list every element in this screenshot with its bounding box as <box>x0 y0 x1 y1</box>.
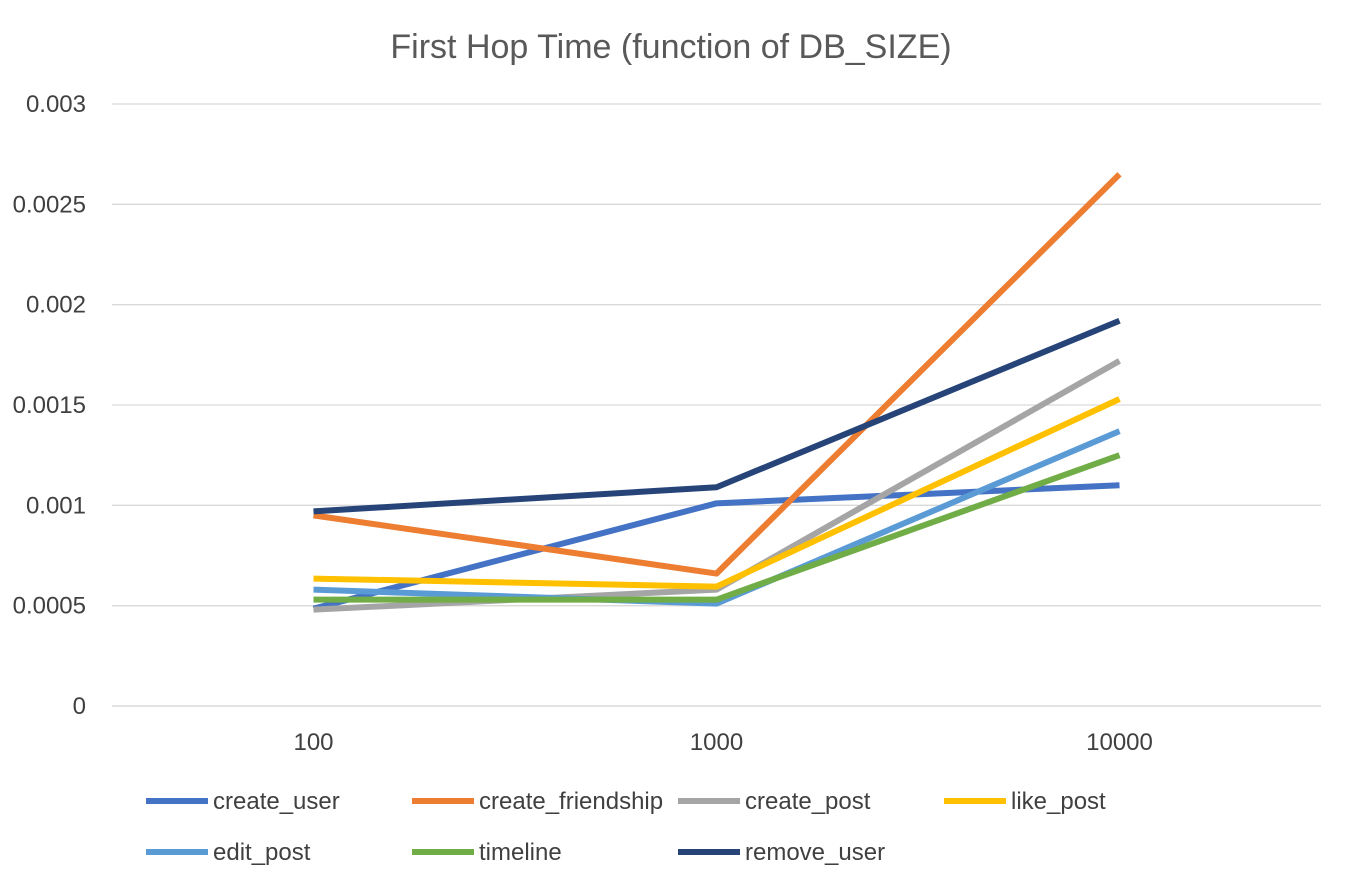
legend-item-edit-post: edit_post <box>146 839 311 866</box>
series-line-create-friendship <box>313 172 1122 577</box>
legend-label: like_post <box>1011 788 1106 815</box>
legend-item-remove-user: remove_user <box>678 839 885 866</box>
y-axis-ticks: 0 0.0005 0.001 0.0015 0.002 0.0025 0.003 <box>13 91 86 720</box>
series-line-timeline <box>313 452 1121 603</box>
legend-item-create-post: create_post <box>678 788 871 815</box>
gridlines <box>112 103 1321 707</box>
y-tick-label: 0.003 <box>26 91 86 118</box>
legend-label: timeline <box>479 839 562 866</box>
y-tick-label: 0.001 <box>26 492 86 519</box>
y-tick-label: 0.002 <box>26 292 86 319</box>
legend-item-timeline: timeline <box>412 839 562 866</box>
y-tick-label: 0.0015 <box>13 392 86 419</box>
legend-item-create-friendship: create_friendship <box>412 788 663 815</box>
legend: create_user create_friendship create_post l… <box>146 788 1106 866</box>
chart-title: First Hop Time (function of DB_SIZE) <box>390 28 951 66</box>
legend-label: create_post <box>745 788 871 815</box>
legend-item-like-post: like_post <box>944 788 1106 815</box>
x-tick-label: 1000 <box>690 729 743 756</box>
y-tick-label: 0 <box>73 693 86 720</box>
legend-label: edit_post <box>213 839 311 866</box>
y-tick-label: 0.0025 <box>13 191 86 218</box>
y-tick-label: 0.0005 <box>13 593 86 620</box>
series-line-like-post <box>313 396 1121 590</box>
legend-label: create_user <box>213 788 340 815</box>
legend-item-create-user: create_user <box>146 788 340 815</box>
series-line-create-post <box>313 358 1121 613</box>
series-line-edit-post <box>313 428 1121 607</box>
x-tick-label: 100 <box>293 729 333 756</box>
x-tick-label: 10000 <box>1086 729 1153 756</box>
legend-label: create_friendship <box>479 788 663 815</box>
legend-label: remove_user <box>745 839 885 866</box>
series-line-remove-user <box>313 317 1121 515</box>
series-lines <box>312 172 1122 613</box>
x-axis-ticks: 100 1000 10000 <box>293 729 1152 756</box>
